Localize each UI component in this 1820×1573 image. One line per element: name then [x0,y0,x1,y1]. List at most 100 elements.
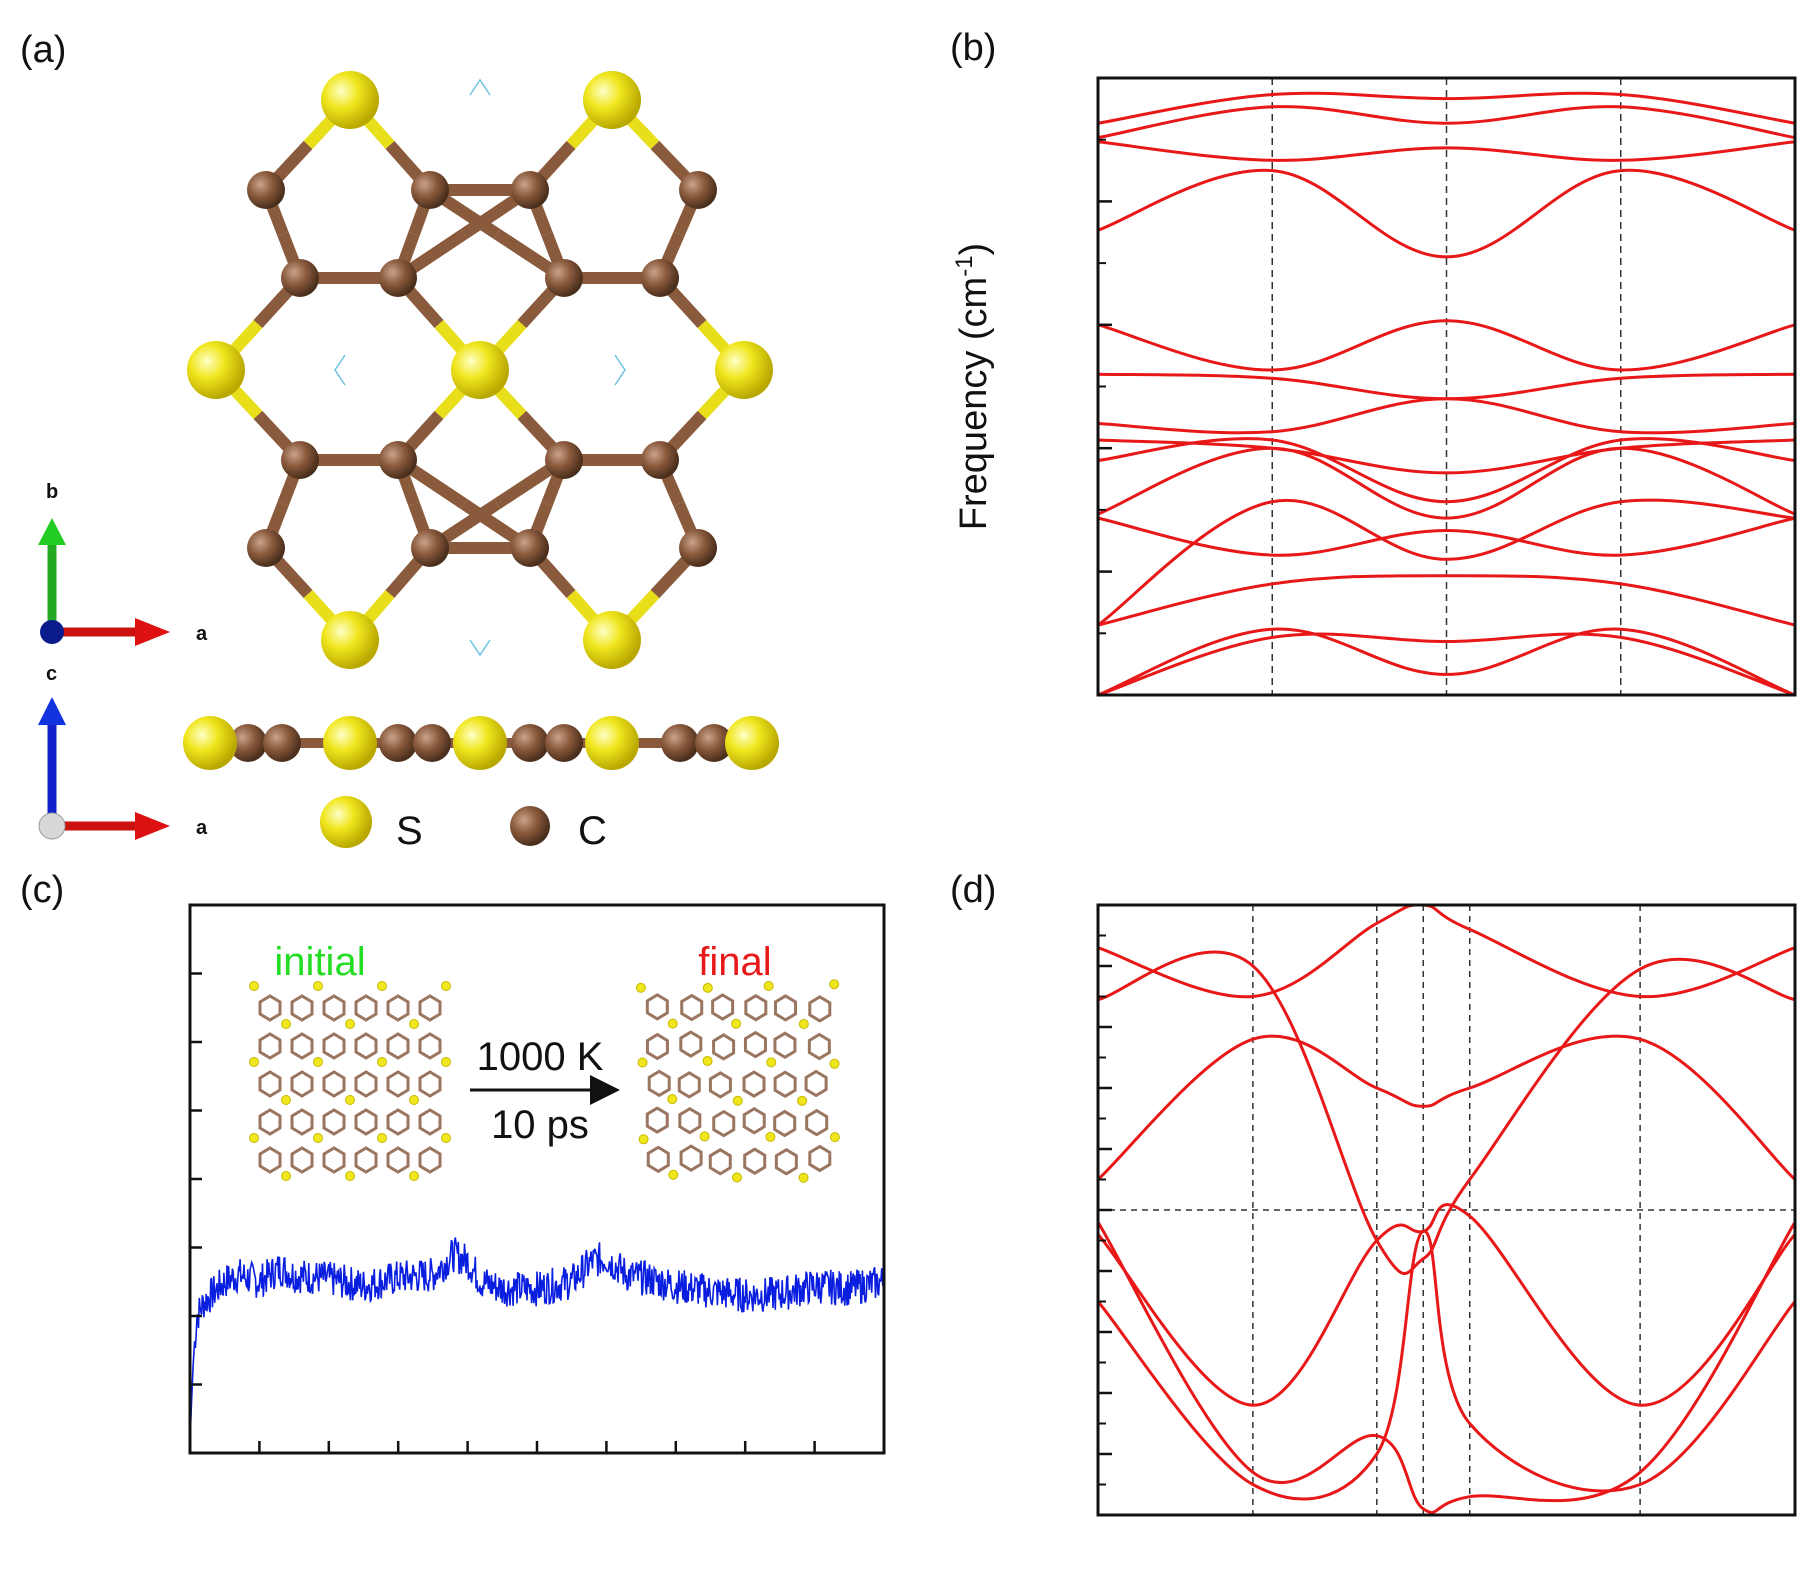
inset-duration: 10 ps [491,1103,589,1147]
lattice-ring [773,1031,797,1060]
unit-cell-marker [614,354,626,386]
lattice-ring [773,1070,797,1099]
lattice-sulfur [249,1057,259,1067]
band-v2 [1098,1203,1795,1407]
lattice-sulfur [409,1095,419,1105]
phonon-branch-b8 [1097,438,1796,475]
lattice-ring [322,1032,346,1060]
lattice-sulfur [313,1133,323,1143]
inset-temperature: 1000 K [477,1035,604,1079]
panel-a: (a) b a c a S C [20,29,779,853]
y-axis-title-b: Frequency (cm-1) [951,243,995,530]
lattice-sulfur [409,1171,419,1181]
energy-trace [189,1237,885,1440]
lattice-sulfur [702,982,713,993]
lattice-ring [743,1147,767,1175]
legend-carbon-label: C [578,809,607,853]
carbon-atom-side [229,724,267,762]
carbon-atom [411,171,449,209]
lattice-ring [418,994,442,1022]
c-axis-dot [40,620,64,644]
lattice-ring [744,993,768,1022]
a-axis-arrowhead-bottom [135,812,170,840]
lattice-ring [258,1146,282,1174]
sulfur-atom [321,611,379,669]
carbon-atom-side [695,724,733,762]
carbon-atom-side [379,724,417,762]
lattice-sulfur [829,979,840,990]
legend-carbon-marker [510,806,550,846]
legend-sulfur-label: S [396,809,423,853]
ylabel-superscript: -1 [951,255,978,276]
sulfur-atom-side [323,716,377,770]
carbon-atom [281,441,319,479]
origin-dot [38,812,66,840]
lattice-ring [418,1146,442,1174]
lattice-sulfur [281,1171,291,1181]
carbon-atom [545,441,583,479]
lattice-ring [645,1032,669,1061]
lattice-ring [386,994,410,1022]
lattice-ring [742,1106,766,1135]
lattice-sulfur [638,1134,649,1145]
lattice-sulfur [441,1057,451,1067]
lattice-sulfur [702,1055,713,1066]
lattice-ring [678,1106,702,1135]
lattice-ring [322,1108,346,1136]
lattice-ring [647,1069,671,1098]
lattice-ring [774,1148,798,1176]
lattice-sulfur [377,1057,387,1067]
phonon-branch-b12 [1097,168,1796,259]
panel-b: (b) Frequency (cm-1) [950,27,1797,697]
lattice-ring [258,1032,282,1060]
lattice-sulfur [441,981,451,991]
lattice-ring [805,1108,829,1137]
unit-cell-marker [469,639,491,657]
lattice-sulfur [766,1057,777,1068]
panel-d-label: (d) [950,869,996,911]
lattice-ring [290,1070,314,1098]
lattice-ring [807,1032,831,1061]
lattice-ring [290,1146,314,1174]
lattice-ring [708,1148,732,1176]
carbon-atom [641,259,679,297]
carbon-atom [679,171,717,209]
lattice-ring [354,1146,378,1174]
lattice-ring [354,1032,378,1060]
phonon-branch-b7 [1097,437,1796,504]
carbon-atom [641,441,679,479]
lattice-ring [711,993,735,1021]
energy-chart [188,903,886,1455]
phonon-branch-b15 [1097,91,1796,125]
lattice-sulfur [797,1095,808,1106]
lattice-sulfur [281,1095,291,1105]
phonon-branch-b11 [1097,319,1796,372]
lattice-ring [290,1108,314,1136]
lattice-ring [712,1033,736,1061]
lattice-ring [290,994,314,1022]
lattice-ring [773,1109,797,1138]
lattice-ring [645,1106,669,1134]
lattice-ring [680,993,704,1022]
phonon-branch-b2 [1097,632,1796,697]
md-inset: initial final 1000 K 10 ps [249,940,840,1183]
lattice-sulfur [829,1132,840,1143]
lattice-ring [386,1070,410,1098]
lattice-ring [808,995,832,1023]
ylabel-end: ) [953,243,995,256]
lattice-ring [679,1030,703,1058]
carbon-atom-side [545,724,583,762]
lattice-ring [322,994,346,1022]
lattice-ring [386,1108,410,1136]
lattice-ring [354,1070,378,1098]
lattice-sulfur [699,1131,710,1142]
lattice-sulfur [765,1131,776,1142]
sulfur-atom-side [725,716,779,770]
lattice-ring [290,1032,314,1060]
inset-final-structure [635,979,840,1183]
inset-final-label: final [698,940,771,984]
phonon-branch-b4 [1097,498,1796,627]
molecule-top-view [187,71,773,669]
sulfur-atom [583,611,641,669]
